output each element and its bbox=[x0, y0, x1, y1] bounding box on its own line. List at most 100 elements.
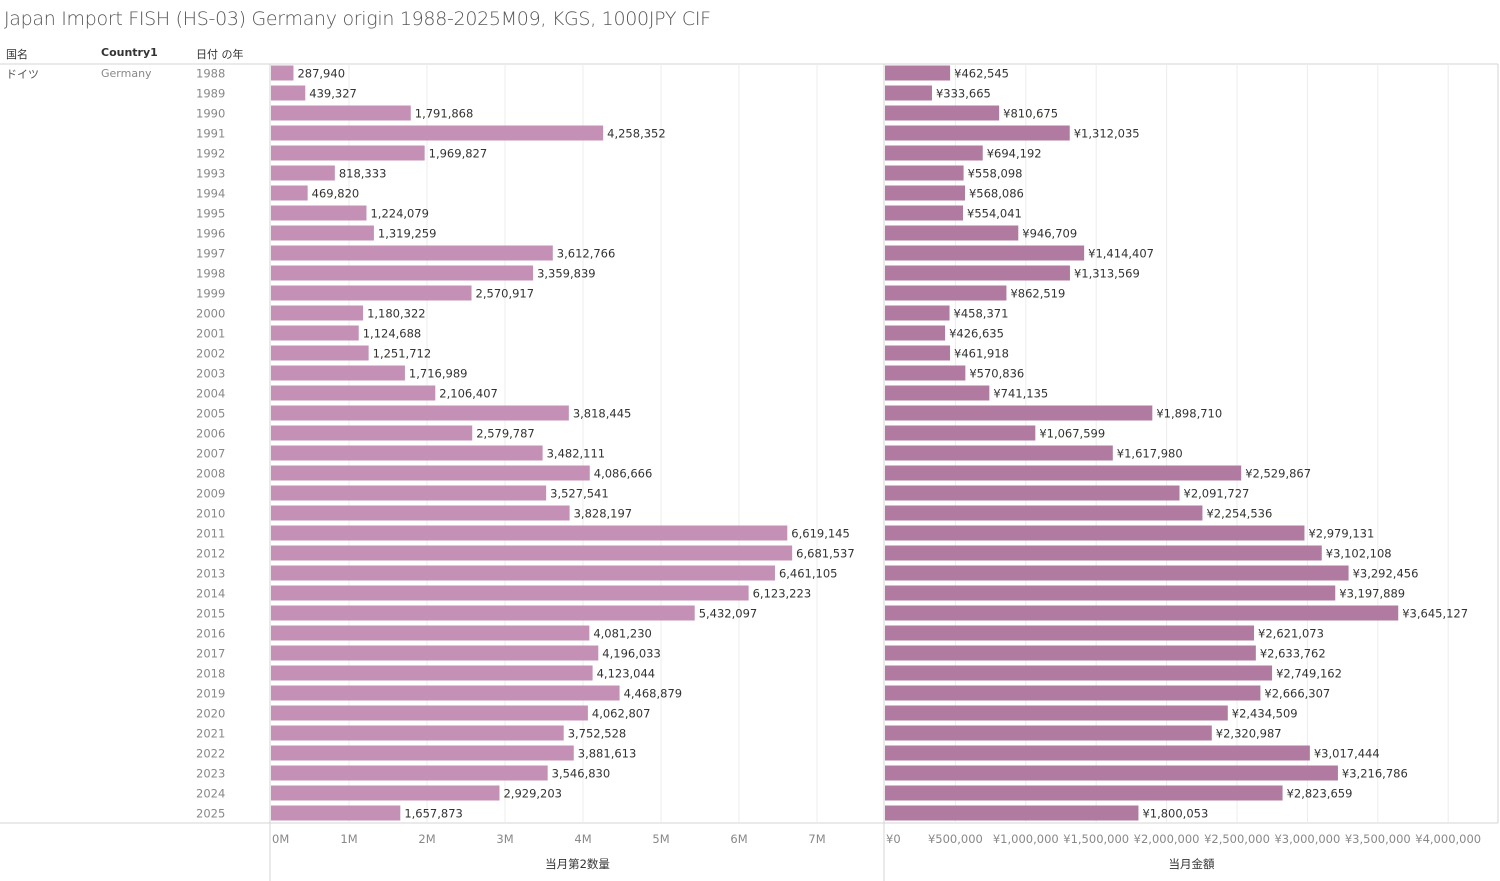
quantity-data-label: 2,106,407 bbox=[439, 387, 498, 401]
year-label: 2004 bbox=[196, 387, 225, 401]
amount-data-label: ¥3,216,786 bbox=[1342, 767, 1408, 781]
amount-data-label: ¥458,371 bbox=[954, 307, 1009, 321]
amount-bar-2011 bbox=[885, 525, 1305, 541]
quantity-bar-2018 bbox=[271, 665, 593, 681]
amount-data-label: ¥2,434,509 bbox=[1232, 707, 1298, 721]
year-label: 2016 bbox=[196, 627, 225, 641]
quantity-bar-2014 bbox=[271, 585, 749, 601]
year-label: 2000 bbox=[196, 307, 225, 321]
amount-data-label: ¥2,666,307 bbox=[1264, 687, 1330, 701]
year-label: 2006 bbox=[196, 427, 225, 441]
header-country-jp: 国名 bbox=[6, 48, 28, 61]
amount-bar-2003 bbox=[885, 365, 966, 381]
year-label: 2008 bbox=[196, 467, 225, 481]
quantity-data-label: 439,327 bbox=[309, 87, 357, 101]
quantity-data-label: 2,570,917 bbox=[476, 287, 535, 301]
row-country1: Germany bbox=[101, 67, 152, 80]
amount-bar-2000 bbox=[885, 305, 950, 321]
amount-data-label: ¥2,979,131 bbox=[1308, 527, 1374, 541]
amount-data-label: ¥333,665 bbox=[936, 87, 991, 101]
quantity-bar-2020 bbox=[271, 705, 588, 721]
amount-bar-2025 bbox=[885, 805, 1139, 821]
year-label: 2005 bbox=[196, 407, 225, 421]
quantity-data-label: 1,180,322 bbox=[367, 307, 426, 321]
amount-data-label: ¥810,675 bbox=[1003, 107, 1058, 121]
amount-axis-title: 当月金額 bbox=[1169, 857, 1215, 871]
quantity-bar-1989 bbox=[271, 85, 306, 101]
quantity-bar-2008 bbox=[271, 465, 590, 481]
year-label: 2007 bbox=[196, 447, 225, 461]
amount-bar-1991 bbox=[885, 125, 1070, 141]
amount-bar-2002 bbox=[885, 345, 951, 361]
quantity-data-label: 4,123,044 bbox=[597, 667, 656, 681]
year-label: 2011 bbox=[196, 527, 225, 541]
amount-bar-1997 bbox=[885, 245, 1085, 261]
quantity-bar-2007 bbox=[271, 445, 543, 461]
amount-data-label: ¥558,098 bbox=[968, 167, 1023, 181]
year-label: 1997 bbox=[196, 247, 225, 261]
amount-data-label: ¥426,635 bbox=[949, 327, 1004, 341]
amount-bar-2001 bbox=[885, 325, 946, 341]
quantity-bar-1995 bbox=[271, 205, 367, 221]
year-label: 1995 bbox=[196, 207, 225, 221]
quantity-bar-2021 bbox=[271, 725, 564, 741]
amount-bar-2016 bbox=[885, 625, 1255, 641]
year-label: 2022 bbox=[196, 747, 225, 761]
year-label: 1996 bbox=[196, 227, 225, 241]
amount-bar-2007 bbox=[885, 445, 1113, 461]
amount-bar-2006 bbox=[885, 425, 1036, 441]
quantity-bar-1998 bbox=[271, 265, 534, 281]
quantity-bar-1999 bbox=[271, 285, 472, 301]
quantity-axis-title: 当月第2数量 bbox=[545, 857, 610, 871]
year-label: 2014 bbox=[196, 587, 225, 601]
quantity-bar-2022 bbox=[271, 745, 574, 761]
amount-data-label: ¥3,102,108 bbox=[1326, 547, 1392, 561]
quantity-data-label: 287,940 bbox=[297, 67, 345, 81]
amount-data-label: ¥461,918 bbox=[954, 347, 1009, 361]
year-label: 1988 bbox=[196, 67, 225, 81]
quantity-tick-label: 5M bbox=[652, 832, 669, 846]
quantity-bar-1996 bbox=[271, 225, 374, 241]
quantity-bar-2011 bbox=[271, 525, 788, 541]
quantity-bar-2006 bbox=[271, 425, 473, 441]
amount-data-label: ¥3,197,889 bbox=[1339, 587, 1405, 601]
quantity-bar-2010 bbox=[271, 505, 570, 521]
amount-data-label: ¥462,545 bbox=[954, 67, 1009, 81]
amount-data-label: ¥2,320,987 bbox=[1216, 727, 1282, 741]
year-label: 2013 bbox=[196, 567, 225, 581]
year-label: 1994 bbox=[196, 187, 225, 201]
quantity-data-label: 4,258,352 bbox=[607, 127, 666, 141]
year-label: 2012 bbox=[196, 547, 225, 561]
quantity-data-label: 6,123,223 bbox=[753, 587, 812, 601]
quantity-data-label: 1,251,712 bbox=[373, 347, 432, 361]
amount-data-label: ¥570,836 bbox=[969, 367, 1024, 381]
quantity-bar-1988 bbox=[271, 65, 294, 81]
year-label: 1998 bbox=[196, 267, 225, 281]
amount-data-label: ¥2,823,659 bbox=[1287, 787, 1353, 801]
year-label: 2015 bbox=[196, 607, 225, 621]
quantity-data-label: 3,482,111 bbox=[547, 447, 606, 461]
quantity-tick-label: 6M bbox=[730, 832, 747, 846]
amount-bar-2014 bbox=[885, 585, 1336, 601]
year-label: 1990 bbox=[196, 107, 225, 121]
quantity-data-label: 3,359,839 bbox=[537, 267, 596, 281]
amount-data-label: ¥568,086 bbox=[969, 187, 1024, 201]
quantity-bar-2012 bbox=[271, 545, 793, 561]
amount-bar-2020 bbox=[885, 705, 1228, 721]
amount-data-label: ¥554,041 bbox=[967, 207, 1022, 221]
year-label: 2023 bbox=[196, 767, 225, 781]
quantity-data-label: 3,828,197 bbox=[574, 507, 633, 521]
quantity-data-label: 1,124,688 bbox=[363, 327, 422, 341]
amount-bar-2024 bbox=[885, 785, 1283, 801]
amount-bar-2021 bbox=[885, 725, 1212, 741]
amount-data-label: ¥3,645,127 bbox=[1402, 607, 1468, 621]
quantity-data-label: 4,062,807 bbox=[592, 707, 651, 721]
year-label: 1992 bbox=[196, 147, 225, 161]
amount-data-label: ¥1,898,710 bbox=[1156, 407, 1222, 421]
amount-bar-2022 bbox=[885, 745, 1310, 761]
quantity-bar-2016 bbox=[271, 625, 590, 641]
amount-bar-1989 bbox=[885, 85, 932, 101]
amount-tick-label: ¥0 bbox=[886, 832, 901, 846]
quantity-data-label: 3,527,541 bbox=[550, 487, 609, 501]
year-label: 2003 bbox=[196, 367, 225, 381]
